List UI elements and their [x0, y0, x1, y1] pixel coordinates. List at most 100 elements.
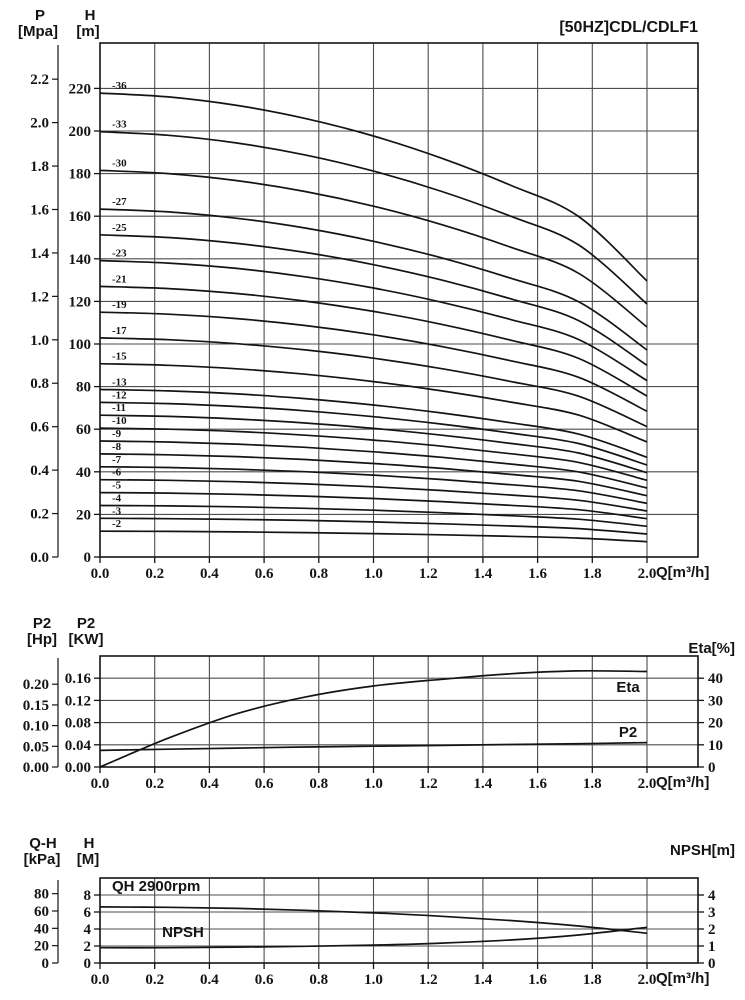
x-tick-label: 0.8: [309, 566, 328, 582]
x-tick-label: 0.0: [91, 566, 110, 582]
x-tick-label: 1.6: [528, 972, 547, 988]
inner-tick-label: 0: [84, 956, 92, 972]
inner-tick-label: 0.00: [65, 760, 91, 776]
x-tick-label: 1.2: [419, 566, 438, 582]
outer-tick-label: 2.0: [30, 116, 49, 132]
power-curves: [99, 669, 648, 768]
x-tick-label: 2.0: [638, 566, 657, 582]
outer-tick-label: 0.20: [23, 677, 49, 693]
x-tick-label: 0.2: [145, 566, 164, 582]
inner-tick-label: 200: [69, 124, 92, 140]
hq-curve-13: [99, 388, 648, 459]
stage-label-2: -2: [112, 518, 122, 530]
outer-tick-label: 0.10: [23, 719, 49, 735]
outer-tick-label: 0.05: [23, 739, 49, 755]
stage-label-7: -7: [112, 454, 122, 466]
outer-tick-label: 0: [42, 956, 50, 972]
outer-tick-label: 0.0: [30, 550, 49, 566]
outer-tick-label: 1.4: [30, 246, 49, 262]
stage-label-10: -10: [112, 415, 127, 427]
stage-label-19: -19: [112, 299, 127, 311]
x-tick-label: 0.2: [145, 972, 164, 988]
inner-tick-label: 120: [69, 294, 92, 310]
power-chart: 0.0 0.2 0.4 0.6 0.8 1.0 1.2 1.4 1.6 1.8 2.0 0.00 0.0…: [23, 655, 723, 792]
x-tick-label: 2.0: [638, 972, 657, 988]
hq-curve-27: [99, 208, 648, 351]
inner-tick-label: 60: [76, 422, 91, 438]
hq-curve-4: [99, 504, 648, 528]
power-curve-eta: [99, 669, 648, 768]
hq-curve-19: [99, 311, 648, 413]
stage-label-33: -33: [112, 119, 127, 131]
x-tick-label: 0.6: [255, 566, 274, 582]
hq-chart: 0.0 0.2 0.4 0.6 0.8 1.0 1.2 1.4 1.6 1.8 2.0 0 20 40 60…: [30, 42, 699, 582]
inner-tick-label: 2: [84, 939, 92, 955]
hq-curve-15: [99, 362, 648, 443]
hq-curve-10: [99, 427, 648, 482]
right-tick-label: 1: [708, 939, 716, 955]
x-tick-label: 0.0: [91, 972, 110, 988]
x-tick-label: 0.6: [255, 972, 274, 988]
qh-curves: [99, 906, 648, 949]
right-tick-label: 40: [708, 671, 723, 687]
x-tick-label: 1.0: [364, 566, 383, 582]
right-tick-label: 20: [708, 716, 723, 732]
stage-label-23: -23: [112, 248, 127, 260]
outer-tick-label: 0.15: [23, 698, 49, 714]
hq-curve-7: [99, 465, 648, 505]
hq-curve-30: [99, 169, 648, 328]
outer-tick-label: 40: [34, 921, 49, 937]
x-tick-label: 1.8: [583, 972, 602, 988]
stage-label-12: -12: [112, 389, 127, 401]
hq-curve-11: [99, 414, 648, 474]
x-tick-label: 1.0: [364, 776, 383, 792]
inner-tick-label: 80: [76, 380, 91, 396]
inner-tick-label: 0.04: [65, 738, 92, 754]
x-tick-label: 0.6: [255, 776, 274, 792]
x-tick-label: 0.2: [145, 776, 164, 792]
x-tick-label: 0.4: [200, 776, 219, 792]
inner-tick-label: 40: [76, 465, 91, 481]
inner-tick-label: 160: [69, 209, 92, 225]
hq-curve-36: [99, 92, 648, 282]
x-tick-label: 1.4: [474, 972, 493, 988]
outer-tick-label: 1.0: [30, 333, 49, 349]
x-tick-label: 1.0: [364, 972, 383, 988]
outer-tick-label: 0.6: [30, 420, 49, 436]
x-tick-label: 0.4: [200, 566, 219, 582]
right-tick-label: 10: [708, 738, 723, 754]
inner-tick-label: 100: [69, 337, 92, 353]
power-curve-p2: [99, 741, 648, 752]
stage-label-17: -17: [112, 325, 127, 337]
stage-label-9: -9: [112, 428, 122, 440]
x-tick-label: 0.8: [309, 972, 328, 988]
x-tick-label: 1.4: [474, 566, 493, 582]
right-tick-label: 0: [708, 760, 716, 776]
inner-tick-label: 180: [69, 167, 92, 183]
x-tick-label: 1.2: [419, 776, 438, 792]
hq-curve-23: [99, 259, 648, 382]
x-tick-label: 2.0: [638, 776, 657, 792]
qh-chart: 0.0 0.2 0.4 0.6 0.8 1.0 1.2 1.4 1.6 1.8 2.00246802…: [34, 877, 716, 988]
hq-curve-12: [99, 401, 648, 466]
outer-tick-label: 1.6: [30, 202, 49, 218]
hq-curve-25: [99, 233, 648, 367]
x-tick-label: 0.8: [309, 776, 328, 792]
stage-label-36: -36: [112, 80, 127, 92]
outer-tick-label: 0.2: [30, 507, 49, 523]
inner-tick-label: 20: [76, 507, 91, 523]
stage-label-25: -25: [112, 222, 127, 234]
stage-label-6: -6: [112, 467, 122, 479]
x-tick-label: 1.6: [528, 776, 547, 792]
power-frame: [99, 655, 699, 768]
stage-label-15: -15: [112, 351, 127, 363]
inner-tick-label: 4: [84, 922, 92, 938]
hq-curve-17: [99, 337, 648, 428]
right-tick-label: 2: [708, 922, 716, 938]
right-tick-label: 30: [708, 693, 723, 709]
x-tick-label: 0.0: [91, 776, 110, 792]
stage-label-30: -30: [112, 157, 127, 169]
outer-tick-label: 2.2: [30, 72, 49, 88]
